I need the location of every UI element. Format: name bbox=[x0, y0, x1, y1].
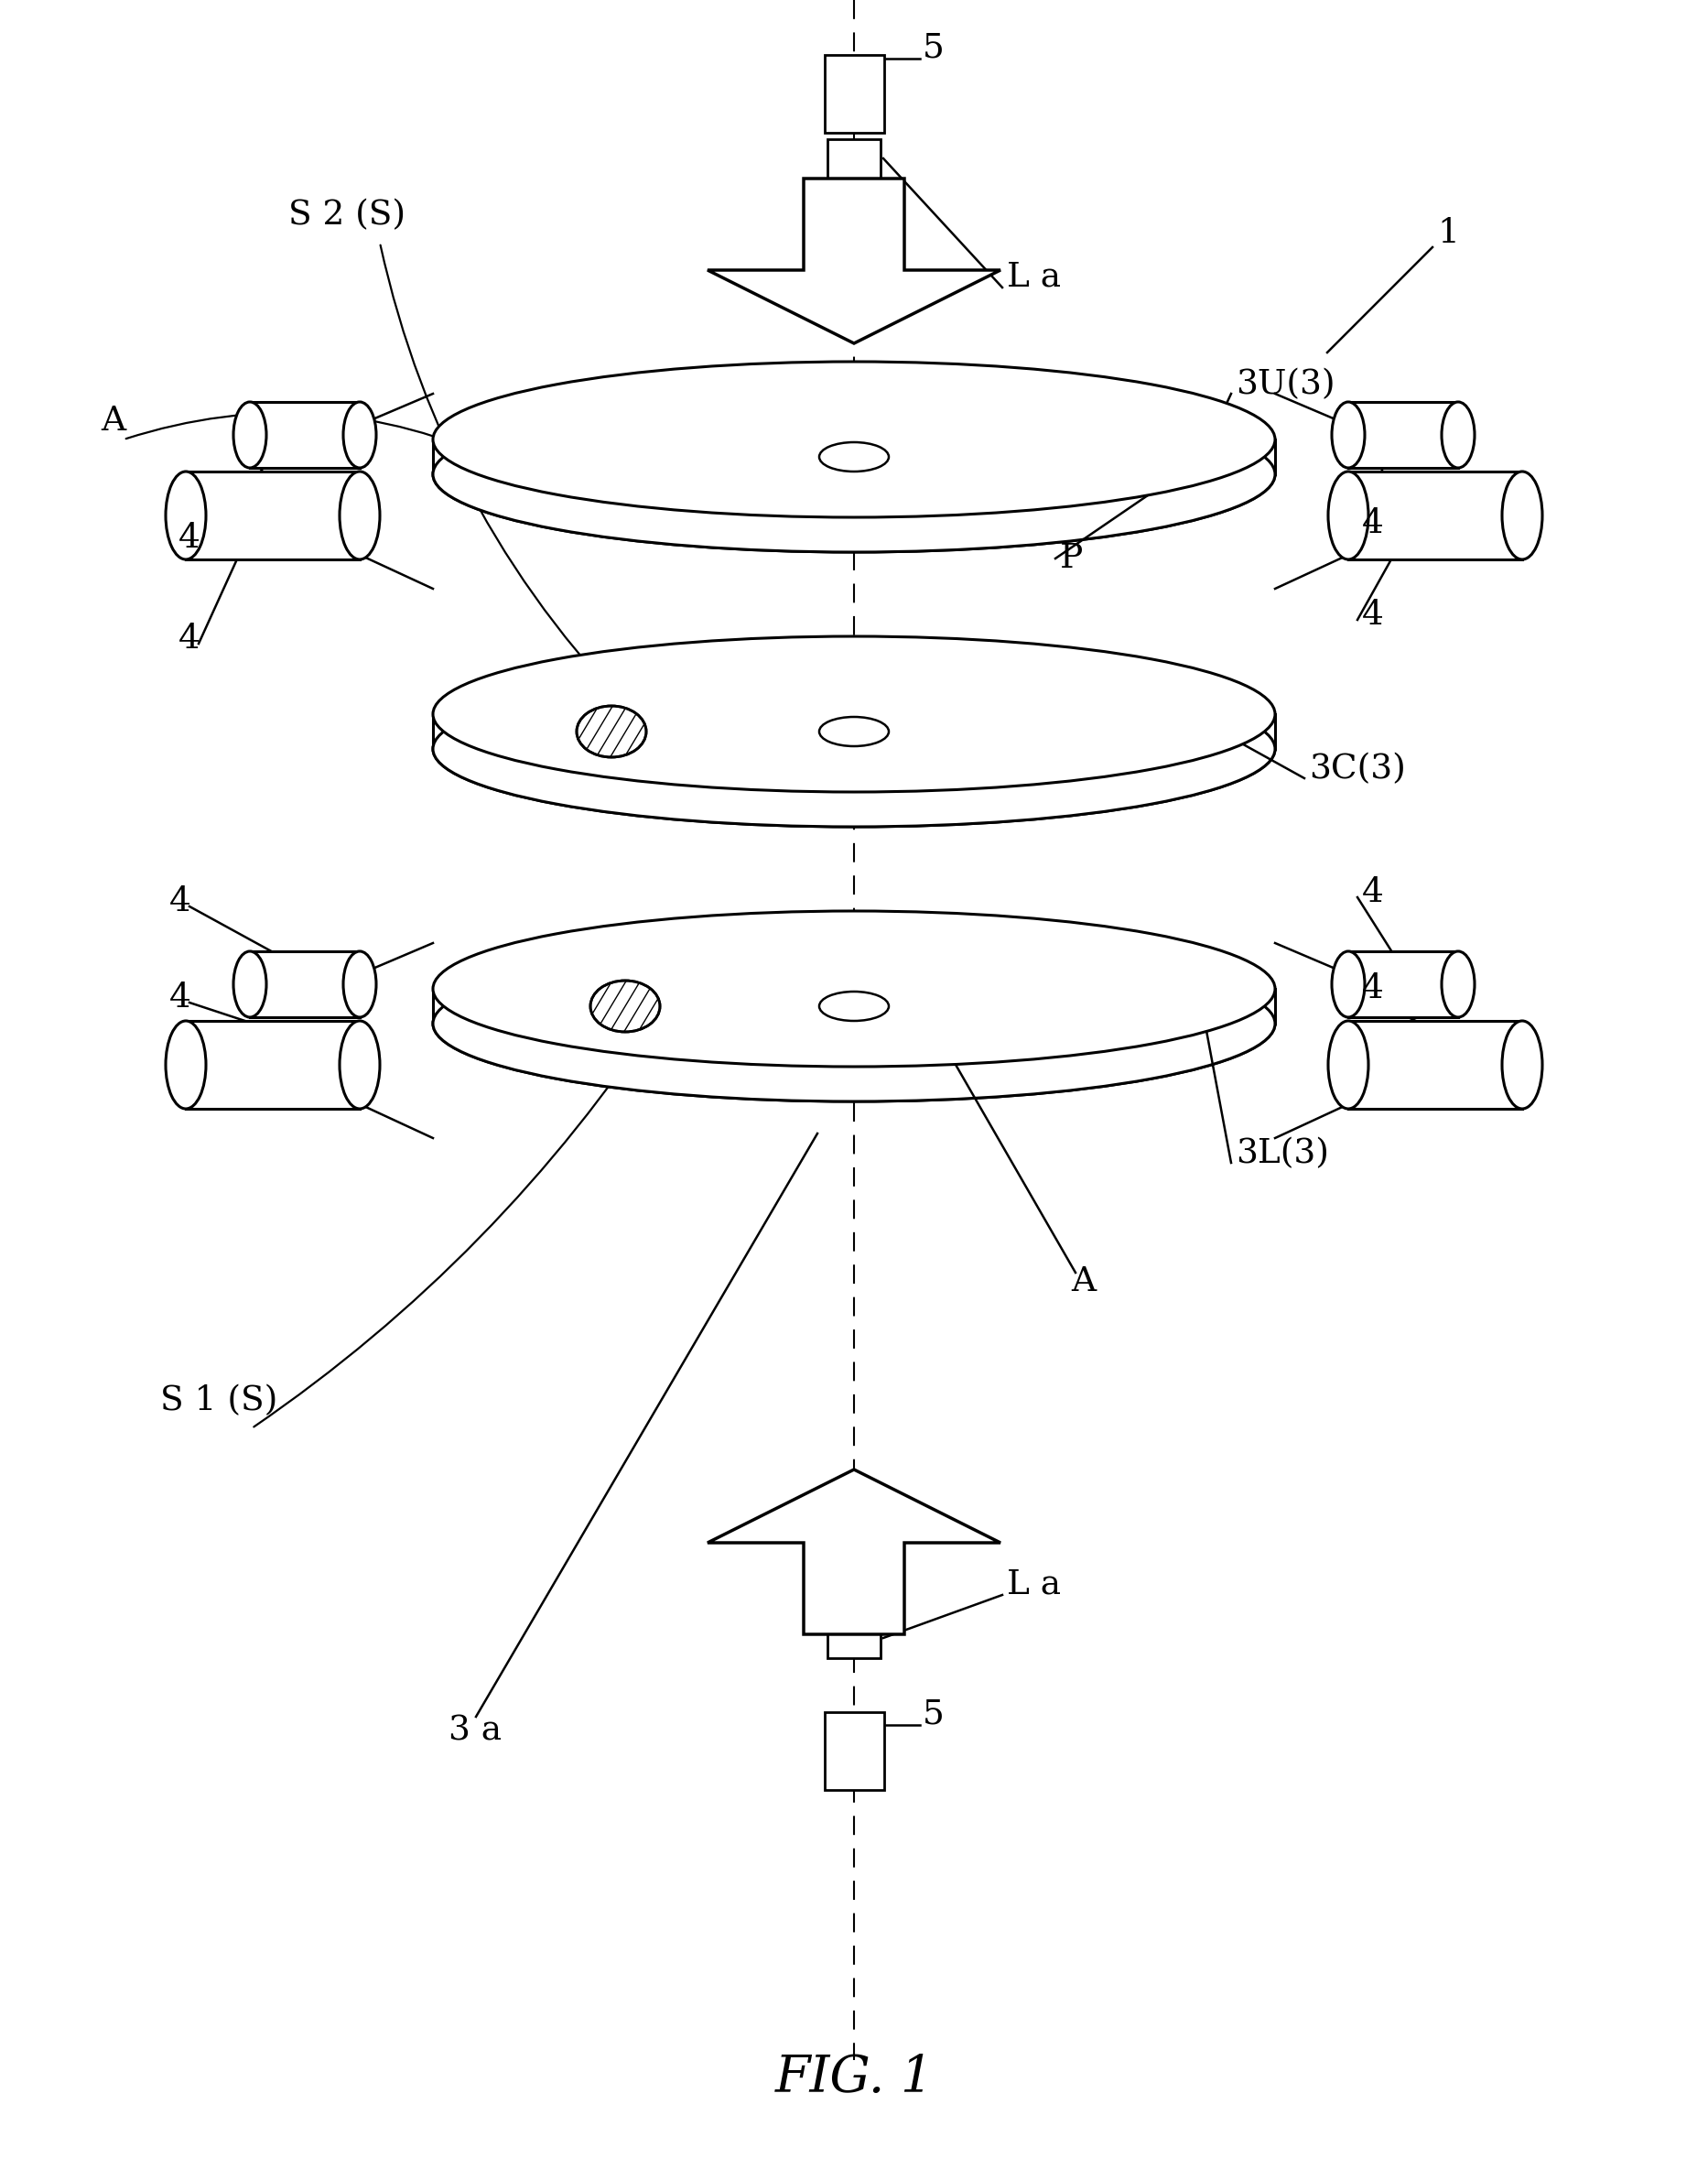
Text: 5: 5 bbox=[922, 1698, 945, 1731]
Text: 4: 4 bbox=[179, 623, 200, 656]
Ellipse shape bbox=[432, 362, 1276, 517]
Polygon shape bbox=[249, 401, 360, 469]
Ellipse shape bbox=[1442, 401, 1474, 469]
Polygon shape bbox=[432, 440, 1276, 475]
Ellipse shape bbox=[577, 706, 646, 756]
Polygon shape bbox=[1348, 950, 1459, 1018]
Text: 3C(3): 3C(3) bbox=[1308, 752, 1406, 785]
Ellipse shape bbox=[432, 911, 1276, 1066]
Polygon shape bbox=[186, 471, 360, 560]
Polygon shape bbox=[825, 55, 885, 133]
Ellipse shape bbox=[234, 950, 266, 1018]
Ellipse shape bbox=[432, 946, 1276, 1101]
Text: A: A bbox=[1071, 1264, 1097, 1299]
Text: S 1 (S): S 1 (S) bbox=[161, 1384, 278, 1417]
Ellipse shape bbox=[1442, 950, 1474, 1018]
Ellipse shape bbox=[1332, 950, 1365, 1018]
Text: 4: 4 bbox=[1361, 600, 1383, 632]
Text: 3 a: 3 a bbox=[449, 1713, 502, 1746]
Ellipse shape bbox=[820, 992, 888, 1020]
Text: L a: L a bbox=[1006, 1567, 1061, 1600]
Text: 3L(3): 3L(3) bbox=[1235, 1138, 1329, 1171]
Ellipse shape bbox=[432, 637, 1276, 791]
Text: FIG. 1: FIG. 1 bbox=[775, 2054, 933, 2104]
Ellipse shape bbox=[820, 717, 888, 746]
Ellipse shape bbox=[432, 946, 1276, 1101]
Text: S 2 (S): S 2 (S) bbox=[289, 198, 405, 231]
Polygon shape bbox=[827, 1620, 881, 1659]
Ellipse shape bbox=[820, 443, 888, 471]
Ellipse shape bbox=[343, 401, 376, 469]
Text: 1: 1 bbox=[1436, 218, 1459, 251]
Ellipse shape bbox=[343, 950, 376, 1018]
Text: 4: 4 bbox=[169, 885, 191, 918]
Ellipse shape bbox=[340, 1020, 379, 1110]
Ellipse shape bbox=[432, 397, 1276, 552]
Polygon shape bbox=[707, 1469, 1001, 1635]
Polygon shape bbox=[1348, 1020, 1522, 1110]
Text: 3U(3): 3U(3) bbox=[1235, 368, 1336, 401]
Text: P: P bbox=[1061, 543, 1083, 576]
Text: L a: L a bbox=[1006, 259, 1061, 292]
Ellipse shape bbox=[166, 1020, 207, 1110]
Polygon shape bbox=[827, 140, 881, 179]
Ellipse shape bbox=[1501, 1020, 1542, 1110]
Ellipse shape bbox=[432, 671, 1276, 826]
Text: A: A bbox=[101, 405, 125, 438]
Ellipse shape bbox=[234, 401, 266, 469]
Ellipse shape bbox=[1332, 401, 1365, 469]
Polygon shape bbox=[825, 1711, 885, 1790]
Polygon shape bbox=[432, 715, 1276, 750]
Polygon shape bbox=[707, 179, 1001, 342]
Ellipse shape bbox=[591, 981, 659, 1031]
Text: 4: 4 bbox=[1361, 876, 1383, 909]
Ellipse shape bbox=[1329, 1020, 1368, 1110]
Polygon shape bbox=[186, 1020, 360, 1110]
Ellipse shape bbox=[1501, 471, 1542, 560]
Polygon shape bbox=[249, 950, 360, 1018]
Text: 4: 4 bbox=[1361, 508, 1383, 541]
Text: 4: 4 bbox=[169, 981, 191, 1014]
Polygon shape bbox=[1348, 401, 1459, 469]
Ellipse shape bbox=[166, 471, 207, 560]
Polygon shape bbox=[1348, 471, 1522, 560]
Text: 5: 5 bbox=[922, 31, 945, 63]
Text: 4: 4 bbox=[179, 521, 200, 556]
Polygon shape bbox=[432, 990, 1276, 1025]
Ellipse shape bbox=[432, 397, 1276, 552]
Text: 4: 4 bbox=[1361, 972, 1383, 1005]
Ellipse shape bbox=[340, 471, 379, 560]
Ellipse shape bbox=[1329, 471, 1368, 560]
Ellipse shape bbox=[432, 671, 1276, 826]
